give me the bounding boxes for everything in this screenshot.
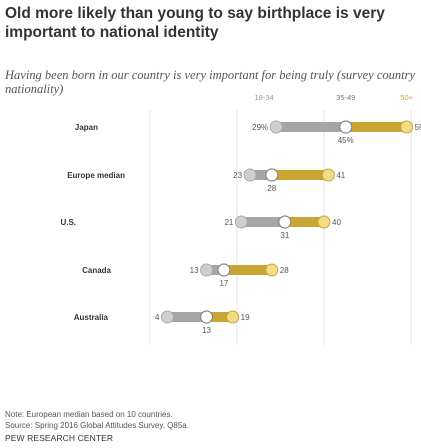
dot-18-34 — [160, 310, 174, 324]
row-label: Europe median — [67, 171, 125, 180]
dot-18-34 — [243, 168, 257, 182]
value-label-18-34: 23 — [233, 171, 242, 180]
brand-logo-text: PEW RESEARCH CENTER — [5, 433, 114, 443]
dot-35-49 — [265, 168, 279, 182]
dot-50-plus — [317, 215, 331, 229]
dot-18-34 — [200, 263, 214, 277]
footnote: Note: European median based on 10 countr… — [5, 410, 173, 419]
range-bar-young — [167, 312, 207, 322]
value-label-35-49: 31 — [280, 231, 289, 240]
value-label-50-plus: 40 — [332, 218, 341, 227]
value-label-50-plus: 41 — [336, 171, 345, 180]
value-label-18-34: 13 — [190, 266, 199, 275]
range-bar-young — [241, 217, 285, 227]
row-label: Japan — [75, 123, 98, 132]
chart-title: Old more likely than young to say birthp… — [5, 5, 385, 41]
value-label-18-34: 29% — [252, 123, 268, 132]
dot-35-49 — [217, 263, 231, 277]
range-bar-young — [206, 265, 224, 275]
value-label-50-plus: 59% — [415, 123, 421, 132]
legend-entry: 18-34 — [255, 93, 274, 102]
dot-35-49 — [339, 120, 353, 134]
range-bar-old — [345, 122, 407, 132]
dot-50-plus — [321, 168, 335, 182]
value-label-50-plus: 28 — [280, 266, 289, 275]
range-bar-young — [276, 122, 346, 132]
dot-18-34 — [234, 215, 248, 229]
dot-35-49 — [199, 310, 214, 324]
value-label-18-34: 21 — [224, 218, 233, 227]
row-label: Canada — [82, 266, 111, 275]
row-label: Australia — [74, 313, 109, 322]
range-bar-young — [250, 170, 272, 180]
range-bar-old — [223, 265, 272, 275]
dot-50-plus — [226, 310, 240, 324]
value-label-35-49: 13 — [202, 326, 211, 335]
value-label-35-49: 17 — [219, 279, 228, 288]
value-label-50-plus: 19 — [241, 313, 250, 322]
dot-18-34 — [269, 120, 283, 134]
range-bar-old — [206, 312, 233, 322]
row-label: U.S. — [60, 218, 76, 227]
value-label-35-49: 45% — [338, 136, 354, 145]
legend-entry: 50+ — [400, 93, 413, 102]
source-line: Source: Spring 2016 Global Attitudes Sur… — [5, 421, 189, 430]
range-bar-old — [284, 217, 324, 227]
value-label-35-49: 28 — [267, 184, 276, 193]
value-label-18-34: 4 — [155, 313, 160, 322]
dot-50-plus — [400, 120, 414, 134]
chart-subtitle: Having been born in our country is very … — [5, 68, 415, 96]
dot-50-plus — [265, 263, 279, 277]
legend-entry: 35-49 — [336, 93, 355, 102]
range-bar-old — [271, 170, 329, 180]
dot-35-49 — [278, 215, 292, 229]
